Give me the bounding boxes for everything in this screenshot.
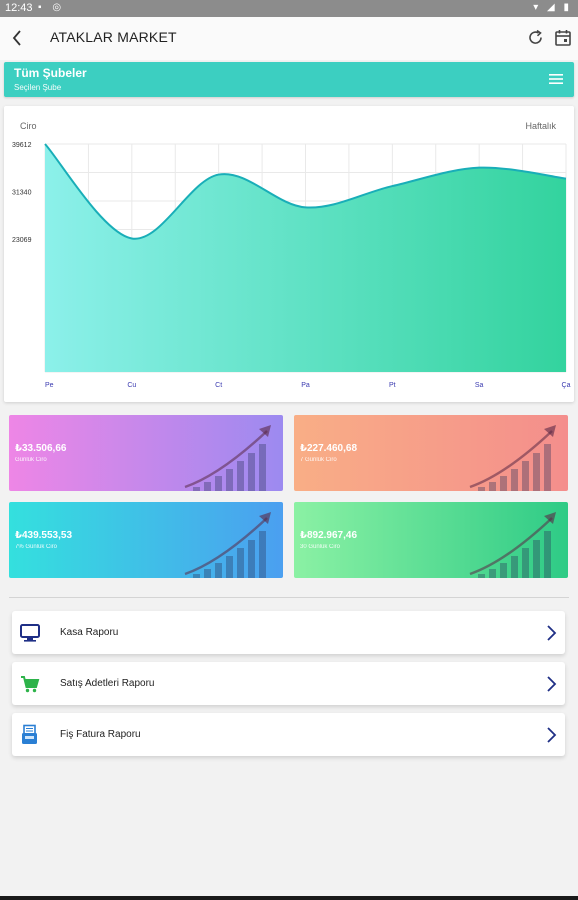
report-label: Kasa Raporu — [60, 627, 119, 638]
revenue-chart-card: Ciro Haftalık 39612 31340 23069 Pe Cu Ct Pa Pt… — [4, 106, 574, 402]
chart-area-fill — [45, 144, 566, 372]
growth-chart-icon — [469, 425, 556, 491]
growth-chart-icon — [184, 425, 271, 491]
stat-label: 7% Günlük Ciro — [15, 544, 58, 550]
stat-card-7-day[interactable]: ₺227.460,68 7 Günlük Ciro — [294, 415, 568, 491]
battery-wifi-icons: ▾ ◢ ▮ — [533, 2, 572, 13]
section-divider — [9, 597, 569, 598]
y-tick-label: 39612 — [12, 142, 32, 149]
x-tick-label: Pe — [45, 382, 54, 389]
chart-title: Ciro — [20, 121, 37, 131]
app-bar: ATAKLAR MARKET — [0, 17, 578, 60]
growth-chart-icon — [469, 512, 556, 578]
stat-card-daily[interactable]: ₺33.506,66 Günlük Ciro — [9, 415, 283, 491]
branch-subtitle: Seçilen Şube — [14, 83, 62, 92]
receipt-device-icon — [22, 724, 37, 744]
report-label: Fiş Fatura Raporu — [60, 729, 141, 740]
stat-value: ₺33.506,66 — [15, 443, 67, 454]
chart-period-label[interactable]: Haftalık — [525, 121, 556, 131]
x-tick-label: Pa — [301, 382, 310, 389]
chevron-right-icon — [547, 676, 557, 692]
chevron-right-icon — [547, 727, 557, 743]
report-item-satis-adetleri[interactable]: Satış Adetleri Raporu — [12, 662, 565, 705]
report-item-fis-fatura[interactable]: Fiş Fatura Raporu — [12, 713, 565, 756]
x-tick-label: Ça — [562, 382, 571, 389]
x-tick-label: Ct — [215, 382, 222, 389]
branch-selector[interactable]: Tüm Şubeler Seçilen Şube — [4, 62, 574, 97]
stat-value: ₺439.553,53 — [15, 530, 73, 541]
x-tick-label: Pt — [389, 382, 396, 389]
monitor-icon — [20, 624, 40, 642]
shopping-cart-icon — [21, 676, 40, 693]
x-tick-label: Sa — [475, 382, 484, 389]
x-tick-label: Cu — [127, 382, 136, 389]
status-bar: 12:43 ▪ ◎ ▾ ◢ ▮ — [0, 0, 578, 17]
menu-icon[interactable] — [548, 71, 564, 87]
stat-label: 7 Günlük Ciro — [300, 457, 337, 463]
y-tick-label: 23069 — [12, 237, 32, 244]
stat-value: ₺227.460,68 — [300, 443, 358, 454]
report-label: Satış Adetleri Raporu — [60, 678, 155, 689]
revenue-chart: Ciro Haftalık 39612 31340 23069 Pe Cu Ct Pa Pt… — [12, 121, 571, 389]
stat-card-30-day[interactable]: ₺892.967,46 30 Günlük Ciro — [294, 502, 568, 578]
growth-chart-icon — [184, 512, 271, 578]
stat-label: Günlük Ciro — [15, 457, 47, 463]
chart-series-line — [44, 143, 567, 240]
chevron-right-icon — [547, 625, 557, 641]
stat-label: 30 Günlük Ciro — [300, 544, 341, 550]
status-time: 12:43 — [5, 2, 33, 14]
notification-icons: ▪ ◎ — [38, 2, 66, 13]
refresh-icon[interactable] — [526, 27, 546, 49]
y-tick-label: 31340 — [12, 190, 32, 197]
calendar-icon[interactable] — [553, 27, 573, 49]
stat-card-7-percent[interactable]: ₺439.553,53 7% Günlük Ciro — [9, 502, 283, 578]
page-title: ATAKLAR MARKET — [50, 29, 177, 45]
branch-title: Tüm Şubeler — [14, 66, 87, 80]
stat-value: ₺892.967,46 — [300, 530, 358, 541]
back-arrow-icon[interactable] — [6, 25, 30, 51]
navigation-bar — [0, 896, 578, 900]
report-item-kasa[interactable]: Kasa Raporu — [12, 611, 565, 654]
